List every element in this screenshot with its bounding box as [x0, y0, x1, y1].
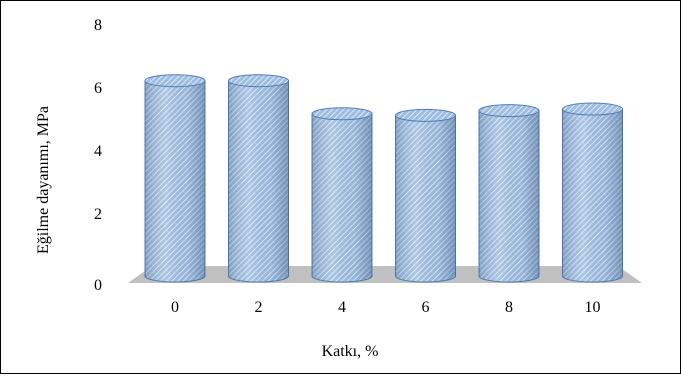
bar-top-cap	[228, 74, 289, 88]
y-axis-ticks: 0 2 4 6 8	[94, 17, 102, 294]
y-tick-label: 4	[94, 143, 102, 160]
bar-shading	[145, 80, 205, 282]
bar-4	[311, 107, 373, 283]
bars-group	[144, 74, 623, 283]
x-axis-ticks: 0 2 4 6 8 10	[171, 299, 601, 316]
y-tick-label: 6	[94, 80, 102, 97]
x-tick-label: 10	[585, 299, 601, 316]
bar-0	[144, 74, 206, 283]
bar-6	[395, 108, 456, 283]
bar-top-cap	[562, 102, 623, 116]
bar-shading	[562, 109, 623, 282]
x-tick-label: 0	[171, 299, 179, 316]
bar-top-cap	[144, 74, 206, 88]
x-tick-label: 2	[255, 299, 263, 316]
bar-top-cap	[478, 104, 540, 118]
bar-shading	[312, 113, 372, 283]
y-tick-label: 2	[94, 206, 102, 223]
bar-2	[228, 74, 289, 283]
bar-top-cap	[311, 107, 373, 121]
bar-shading	[395, 115, 456, 282]
bar-shading	[479, 110, 539, 282]
x-tick-label: 8	[505, 299, 513, 316]
x-tick-label: 6	[422, 299, 430, 316]
bar-top-cap	[395, 108, 456, 122]
y-axis-title: Eğilme dayanımı, MPa	[35, 106, 52, 254]
bar-10	[562, 102, 623, 283]
x-tick-label: 4	[338, 299, 346, 316]
bar-8	[478, 104, 540, 283]
x-axis-title: Katkı, %	[322, 343, 379, 360]
y-tick-label: 0	[94, 277, 102, 294]
y-tick-label: 8	[94, 17, 102, 34]
bar-shading	[228, 80, 289, 282]
